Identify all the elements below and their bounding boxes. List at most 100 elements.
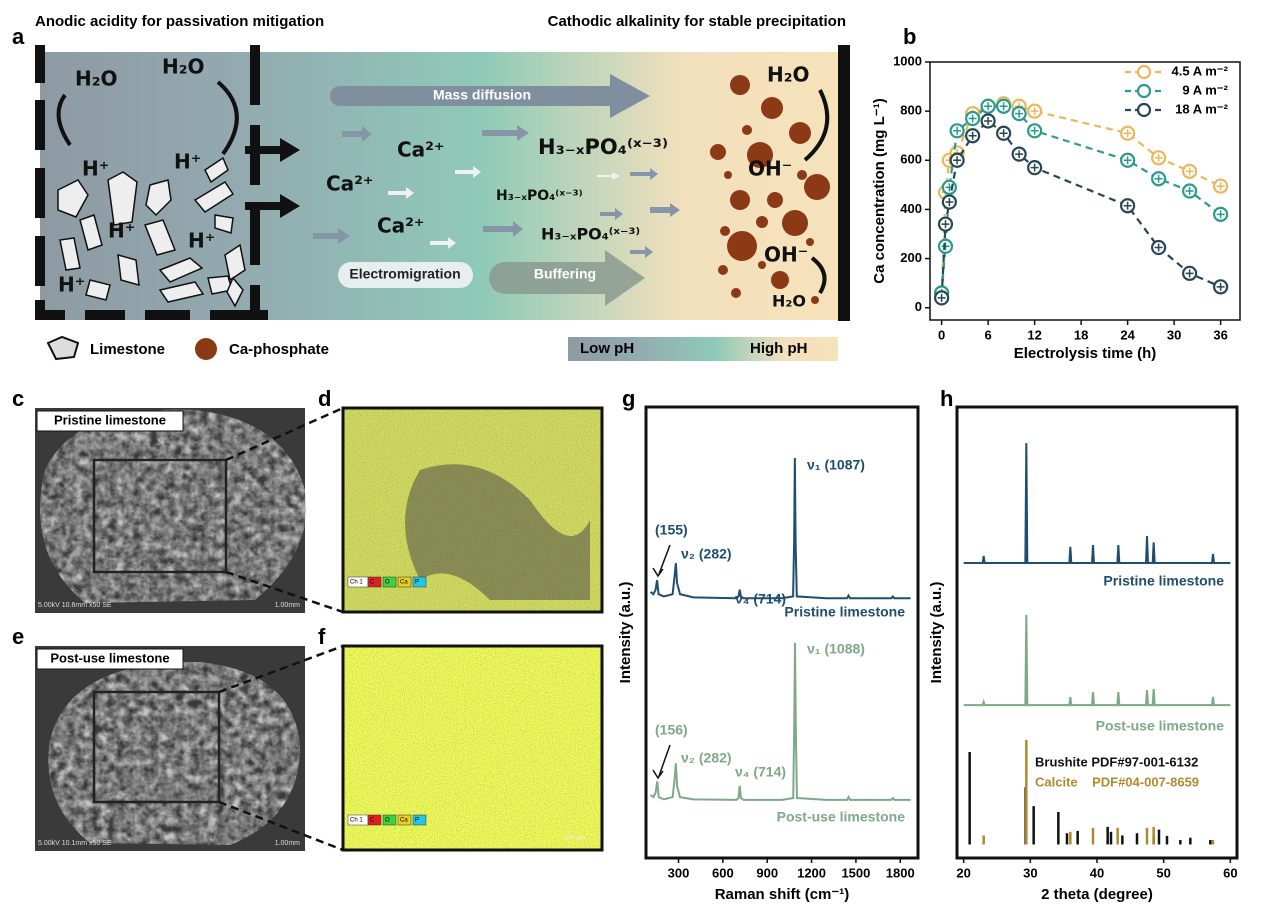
- proton: H⁺: [82, 157, 109, 181]
- marker-cross: [1185, 167, 1194, 176]
- marker-cross: [1030, 107, 1039, 116]
- sem-scale: 1.00mm: [275, 840, 300, 847]
- annotation-arrow: [652, 744, 671, 780]
- eds-legends: Ch 1 C O Ca P Ch 1 C O Ca P 200 μm: [347, 576, 585, 842]
- peak-annotation: ν₂ (282): [681, 546, 732, 562]
- small-arrows: [313, 125, 680, 258]
- marker-cross: [941, 220, 950, 229]
- marker-cross: [1185, 187, 1194, 195]
- x-tick-label: 12: [1027, 327, 1041, 342]
- x-tick-label: 1500: [841, 865, 870, 880]
- eds-legend-label: C: [370, 580, 375, 586]
- process-label: Buffering: [534, 266, 596, 282]
- eds-legend-swatch: [412, 814, 427, 826]
- light-arrows: [388, 166, 620, 249]
- series-label: Pristine limestone: [1103, 573, 1224, 589]
- marker-cross: [1216, 182, 1225, 191]
- legend-label: Ca-phosphate: [229, 341, 329, 358]
- zoom-box: [92, 458, 228, 574]
- arrows: [245, 138, 300, 218]
- eds-legend-swatch: [397, 814, 412, 826]
- peak-annotation: ν₁ (1088): [807, 641, 865, 657]
- sem-info: 5.00kV 10.1mm x50 SE: [38, 840, 112, 847]
- y-axis-label: Intensity (a.u.): [617, 582, 634, 684]
- buffer-arrow: [489, 250, 645, 306]
- rock: [40, 409, 307, 603]
- x-tick-label: 18: [1074, 327, 1088, 342]
- x-tick-label: 600: [712, 865, 734, 880]
- x-axis-label: Raman shift (cm⁻¹): [715, 886, 850, 903]
- y-tick-label: 200: [900, 250, 922, 265]
- marker-cross: [1216, 282, 1225, 291]
- marker-cross: [937, 293, 946, 302]
- diffusion-arrow: [330, 74, 650, 118]
- ph-label: Low pH: [580, 340, 634, 357]
- x-tick-label: 36: [1213, 327, 1227, 342]
- panel-labels: a b c d e f g h: [12, 24, 953, 649]
- water: H₂O: [162, 55, 205, 79]
- marker-cross: [953, 126, 962, 135]
- panel-label: e: [12, 624, 24, 649]
- legend-label: Calcite PDF#04-007-8659: [1035, 774, 1199, 789]
- eds-legend-swatch: [382, 814, 397, 826]
- eds-legend-label: Ch 1: [350, 580, 363, 586]
- water: H₂O: [767, 63, 810, 87]
- frame: [341, 644, 604, 852]
- peak-annotation: ν₄ (714): [735, 764, 786, 780]
- x-tick-label: 30: [1167, 327, 1181, 342]
- marker-cross: [1216, 210, 1225, 219]
- proton: H⁺: [108, 219, 135, 243]
- eds-legend-label: O: [385, 580, 390, 586]
- legend-marker: [1136, 102, 1152, 118]
- legend-label: 9 A m⁻²: [1182, 82, 1228, 97]
- y-tick-label: 800: [900, 103, 922, 118]
- y-tick-label: 0: [915, 299, 922, 314]
- eds-legend-swatch: [397, 576, 412, 588]
- charts: 0 6 12 18 24 30 36 0 200 400 600 800 1000 Electrolysi…: [617, 53, 1241, 903]
- marker-cross: [1154, 174, 1163, 183]
- proton: H⁺: [188, 229, 215, 253]
- image-label-box: [36, 648, 184, 670]
- left-title: Anodic acidity for passivation mitigatio…: [35, 13, 324, 30]
- eds-legend-label: P: [415, 580, 419, 586]
- zoom-box: [92, 690, 221, 804]
- marker-cross: [945, 198, 954, 207]
- image-label: Pristine limestone: [54, 412, 166, 427]
- marker-cross: [1015, 109, 1024, 118]
- panel-label: d: [318, 386, 331, 411]
- peak-annotation: ν₄ (714): [735, 591, 786, 607]
- series-line: [963, 614, 1231, 707]
- phosphate-ion: H₃₋ₓPO₄⁽ˣ⁻³⁾: [541, 225, 640, 244]
- marker-cross: [984, 116, 993, 125]
- water: H₂O: [75, 67, 118, 91]
- marker-cross: [953, 156, 962, 165]
- eds-legend-label: Ca: [400, 580, 408, 586]
- panel-label: h: [940, 386, 953, 411]
- panel-a: H₂O H₂O H₂O H₂O H⁺ H⁺ H⁺ H⁺ H⁺ Ca²⁺ Ca²⁺…: [35, 13, 850, 361]
- eds-legend-swatch: [382, 576, 397, 588]
- eds-map: [343, 646, 602, 850]
- cathode: [838, 45, 850, 321]
- marker-cross: [1015, 150, 1024, 159]
- eds-legend-swatch: [367, 814, 382, 826]
- legend-marker: [1136, 64, 1152, 80]
- x-tick-label: 900: [756, 865, 778, 880]
- peak-annotation: ν₂ (282): [681, 750, 732, 766]
- x-tick-label: 30: [1023, 865, 1037, 880]
- rock: [48, 661, 300, 845]
- y-tick-label: 1000: [893, 53, 922, 68]
- hydroxide: OH⁻: [748, 157, 792, 181]
- panel-label: a: [12, 24, 25, 49]
- x-tick-label: 50: [1156, 865, 1170, 880]
- eds-legend-swatch: [412, 576, 427, 588]
- marker-cross: [1154, 243, 1163, 252]
- phosphate-ion: H₃₋ₓPO₄⁽ˣ⁻³⁾: [496, 188, 583, 204]
- marker-cross: [1185, 269, 1194, 278]
- limestone-icon: [46, 335, 80, 361]
- series-label: Pristine limestone: [784, 604, 905, 620]
- x-tick-label: 20: [956, 865, 970, 880]
- eds-legend-label: P: [415, 818, 419, 824]
- calcium-ion: Ca²⁺: [397, 138, 445, 162]
- legend-label: 4.5 A m⁻²: [1172, 63, 1229, 78]
- x-tick-label: 60: [1223, 865, 1237, 880]
